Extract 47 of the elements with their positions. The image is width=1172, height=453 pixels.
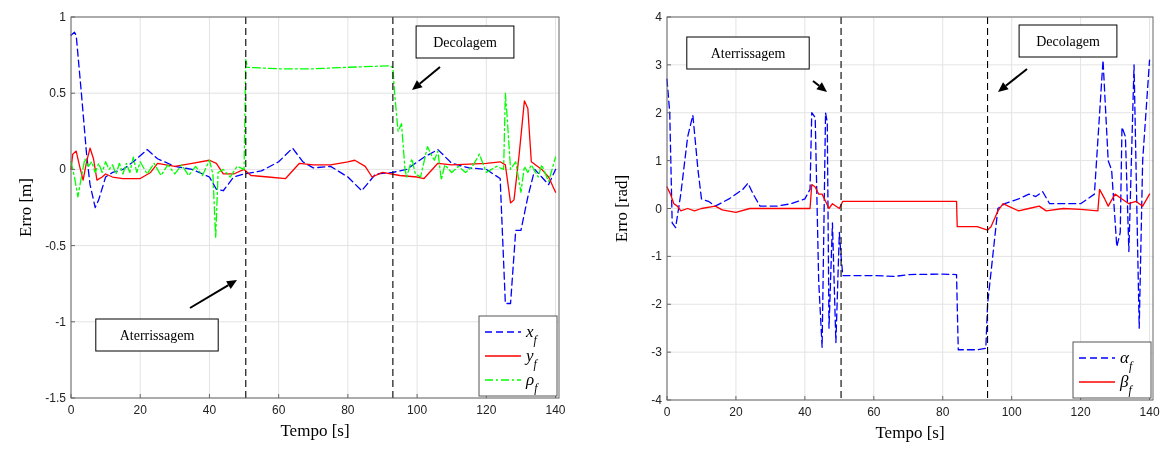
y-tick-label: -2 <box>651 297 663 312</box>
x-tick-label: 80 <box>341 403 355 417</box>
y-tick-label: -1 <box>651 249 663 264</box>
line-series <box>70 59 557 239</box>
legend-label: β$_{f}$ <box>1119 372 1134 397</box>
line-series <box>666 59 1151 351</box>
y-tick-label: -4 <box>651 393 663 407</box>
x-tick-label: 40 <box>798 405 812 419</box>
annotation: Aterrissagem <box>119 328 195 343</box>
y-tick-label: 2 <box>655 105 663 120</box>
x-tick-label: 100 <box>407 403 428 417</box>
x-tick-label: 140 <box>1139 405 1160 419</box>
line-series <box>70 31 557 305</box>
y-tick-label: -1 <box>55 314 67 329</box>
annotation: Decolagem <box>1036 34 1100 49</box>
y-axis-title: Erro [m] <box>16 177 35 238</box>
line-series <box>70 100 557 204</box>
annotation: Decolagem <box>433 35 497 50</box>
x-tick-label: 120 <box>1070 405 1091 419</box>
y-tick-label: 1 <box>655 153 663 168</box>
x-tick-label: 140 <box>545 403 566 417</box>
x-tick-label: 80 <box>936 405 950 419</box>
legend-label: ρ$_{f}$ <box>525 370 540 395</box>
y-tick-label: -0.5 <box>45 238 67 253</box>
x-axis-title: Tempo [s] <box>875 423 945 442</box>
legend-label: y$_{f}$ <box>524 346 539 371</box>
y-tick-label: 0 <box>655 201 663 216</box>
legend-label: x$_{f}$ <box>525 322 539 347</box>
x-axis-title: Tempo [s] <box>280 421 350 440</box>
x-tick-label: 100 <box>1001 405 1023 419</box>
y-tick-label: 0.5 <box>49 86 67 101</box>
x-tick-label: 20 <box>729 405 743 419</box>
y-tick-label: -1.5 <box>45 391 67 405</box>
x-tick-label: 40 <box>202 403 217 417</box>
annotation: Aterrissagem <box>710 46 786 61</box>
y-tick-label: 0 <box>59 162 67 177</box>
x-tick-label: 60 <box>271 403 286 417</box>
y-tick-label: 3 <box>655 57 663 72</box>
y-tick-label: 1 <box>59 10 67 24</box>
y-tick-label: 4 <box>655 10 663 24</box>
x-tick-label: 20 <box>133 403 148 417</box>
y-tick-label: -3 <box>651 345 663 360</box>
legend-label: α$_{f}$ <box>1120 348 1134 373</box>
x-tick-label: 60 <box>867 405 881 419</box>
line-series <box>666 183 1151 231</box>
y-axis-title: Erro [rad] <box>612 174 631 243</box>
x-tick-label: 120 <box>476 403 497 417</box>
